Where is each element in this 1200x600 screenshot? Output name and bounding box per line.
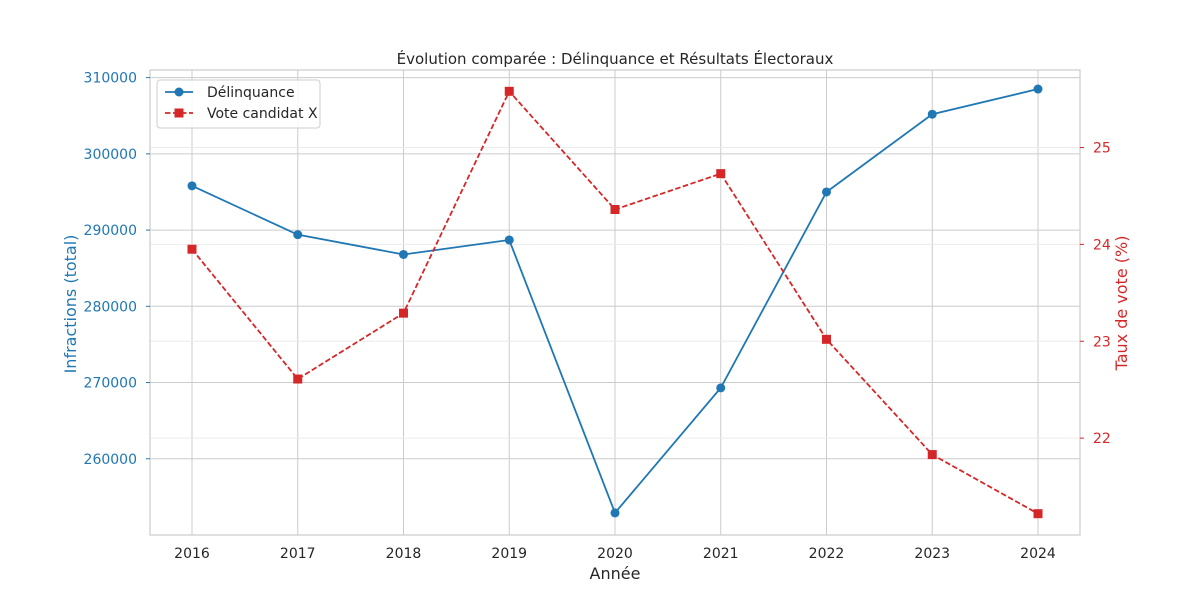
- grid: [150, 70, 1080, 535]
- y-left-tick-label: 260000: [84, 452, 137, 468]
- x-tick-label: 2016: [174, 546, 210, 562]
- y-left-tick-label: 280000: [84, 299, 137, 315]
- data-point: [399, 249, 408, 259]
- y-axis-right-title: Taux de vote (%): [1112, 236, 1131, 372]
- x-tick-label: 2017: [280, 546, 316, 562]
- data-point: [1033, 509, 1043, 519]
- data-point: [610, 508, 620, 518]
- data-point: [293, 230, 303, 240]
- y-right-tick-label: 23: [1093, 334, 1111, 350]
- data-point: [504, 235, 514, 245]
- data-point: [822, 187, 831, 197]
- y-left-tick-label: 310000: [84, 71, 137, 87]
- x-tick-label: 2019: [491, 546, 527, 562]
- y-right-tick-label: 22: [1093, 431, 1111, 447]
- legend: Délinquance Vote candidat X: [156, 79, 321, 129]
- legend-marker-vote: [174, 108, 184, 118]
- data-point: [716, 169, 726, 179]
- legend-marker-delinquance: [174, 87, 184, 97]
- x-tick-label: 2020: [597, 546, 633, 562]
- legend-box: [156, 79, 321, 129]
- data-point: [1033, 84, 1043, 94]
- data-point: [187, 181, 197, 191]
- data-point: [293, 374, 303, 384]
- y-axis-left-title: Infractions (total): [61, 235, 80, 374]
- data-point: [927, 450, 937, 460]
- legend-label-vote: Vote candidat X: [207, 106, 318, 122]
- data-point: [716, 383, 726, 393]
- y-right-tick-label: 24: [1093, 237, 1111, 253]
- x-tick-label: 2021: [703, 546, 739, 562]
- y-left-tick-label: 270000: [84, 376, 137, 392]
- x-tick-label: 2024: [1020, 546, 1056, 562]
- data-point: [927, 109, 937, 119]
- series-layer: [187, 84, 1043, 519]
- x-tick-label: 2023: [914, 546, 950, 562]
- plot-frame: [149, 69, 1081, 536]
- data-point: [822, 334, 831, 344]
- x-tick-label: 2018: [386, 546, 422, 562]
- x-axis: 2016 2017 2018 2019 2020 2021 2022 2023 2024: [174, 546, 1056, 562]
- y-right-tick-label: 25: [1093, 141, 1111, 157]
- data-point: [399, 308, 408, 318]
- data-point: [610, 205, 620, 214]
- chart-title: Évolution comparée : Délinquance et Résu…: [397, 49, 834, 68]
- x-tick-label: 2022: [809, 546, 845, 562]
- y-left-tick-label: 300000: [84, 147, 137, 163]
- y-axis-left: 260000 270000 280000 290000 300000 310000: [84, 71, 150, 468]
- x-axis-title: Année: [590, 564, 641, 583]
- y-axis-right: 22 23 24 25: [1080, 141, 1111, 447]
- data-point: [187, 244, 197, 254]
- y-left-tick-label: 290000: [84, 223, 137, 239]
- data-point: [504, 86, 514, 96]
- legend-label-delinquance: Délinquance: [207, 85, 295, 101]
